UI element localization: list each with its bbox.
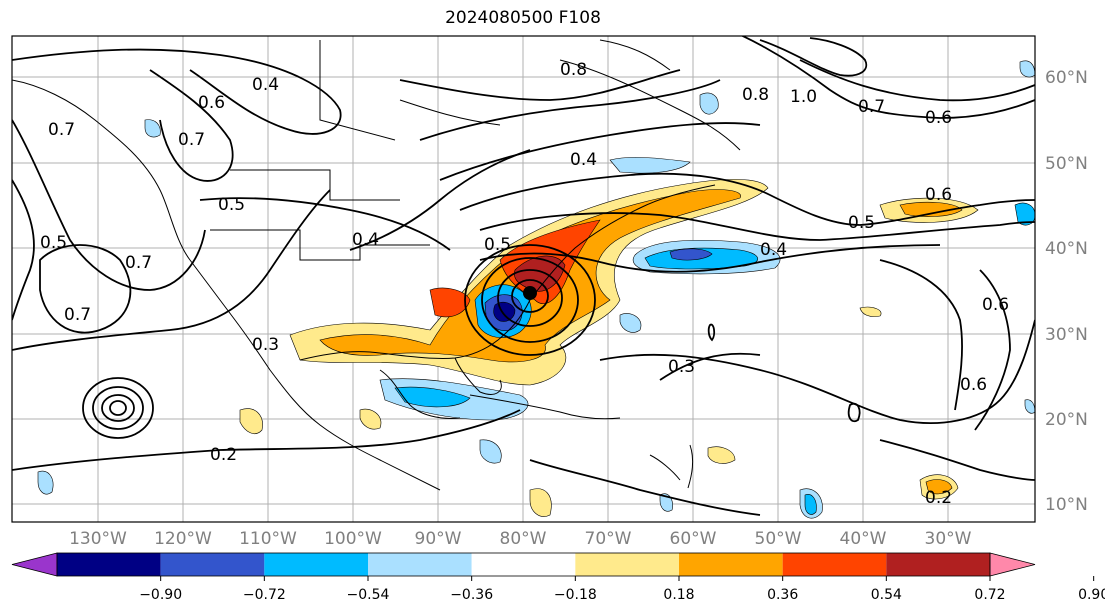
contour-label: 0.5 (848, 213, 875, 233)
colorbar-swatch (782, 553, 887, 576)
colorbar-swatch (471, 553, 576, 576)
contour-label: 0.6 (925, 185, 952, 205)
longitude-label: 70°W (585, 529, 632, 549)
contour-label: 0.6 (925, 108, 952, 128)
contour-label: 0.7 (125, 253, 152, 273)
contour-label: 0.4 (760, 240, 787, 260)
contour-label: 0.5 (484, 235, 511, 255)
filled-anomalies (37, 60, 1035, 519)
colorbar-swatch (160, 553, 265, 576)
map-content (12, 36, 1035, 522)
map-title: 2024080500 F108 (445, 8, 601, 28)
contour-label: 0.6 (982, 295, 1009, 315)
longitude-label: 90°W (415, 529, 462, 549)
longitude-label: 100°W (324, 529, 382, 549)
colorbar-swatch (264, 553, 368, 576)
longitude-label: 60°W (670, 529, 717, 549)
contour-labels: 0.4 0.6 0.7 0.7 0.8 0.8 1.0 0.7 0.6 0.6 … (40, 60, 1009, 508)
colorbar-swatch (57, 553, 161, 576)
colorbar-tick-label: −0.54 (347, 587, 390, 603)
contour-label: 0.7 (64, 305, 91, 325)
contour-label: 0.3 (252, 335, 279, 355)
longitude-label: 120°W (154, 529, 212, 549)
longitude-axis: 130°W 120°W 110°W 100°W 90°W 80°W 70°W 6… (69, 529, 972, 549)
longitude-label: 80°W (500, 529, 547, 549)
contour-label: 0.4 (352, 230, 379, 250)
contour-label: 0.8 (742, 85, 769, 105)
latitude-label: 40°N (1045, 239, 1088, 259)
latitude-label: 60°N (1045, 68, 1088, 88)
contour-label: 0.6 (960, 375, 987, 395)
colorbar-tick-label: 0.36 (767, 587, 798, 603)
contour-label: 0.5 (218, 195, 245, 215)
colorbar-swatch (575, 553, 679, 576)
contour-label: 0.7 (858, 97, 885, 117)
longitude-label: 40°W (840, 529, 887, 549)
latitude-label: 30°N (1045, 325, 1088, 345)
contour-label: 0.6 (198, 93, 225, 113)
storm-center-icon (523, 286, 537, 300)
map-frame (11, 35, 1036, 523)
colorbar-swatch (368, 553, 472, 576)
contour-label: 1.0 (790, 87, 817, 107)
coastlines (12, 39, 741, 491)
contour-label: 0.2 (210, 445, 237, 465)
colorbar: −0.90 −0.72 −0.54 −0.36 −0.18 0.18 0.36 0.54 0.7… (11, 552, 1105, 603)
colorbar-outline (56, 552, 991, 577)
longitude-label: 30°W (925, 529, 972, 549)
colorbar-tick-label: 0.18 (663, 587, 694, 603)
colorbar-tick-label: −0.72 (243, 587, 286, 603)
latitude-label: 20°N (1045, 410, 1088, 430)
colorbar-swatch (886, 553, 990, 576)
contour-label: 0.5 (40, 233, 67, 253)
contour-label: 0.7 (48, 120, 75, 140)
colorbar-tick-label: −0.18 (554, 587, 597, 603)
contour-label: 0.4 (252, 75, 279, 95)
latitude-label: 50°N (1045, 154, 1088, 174)
longitude-label: 110°W (239, 529, 297, 549)
colorbar-swatch (679, 553, 783, 576)
colorbar-tick-label: −0.90 (139, 587, 182, 603)
contour-label: 0.4 (570, 150, 597, 170)
colorbar-min-extension (11, 552, 58, 577)
contour-label: 0.2 (925, 488, 952, 508)
contour-label: 0.8 (560, 60, 587, 80)
longitude-label: 50°W (755, 529, 802, 549)
contour-label: 0.7 (178, 130, 205, 150)
longitude-label: 130°W (69, 529, 127, 549)
colorbar-tick-label: 0.72 (974, 587, 1005, 603)
colorbar-tick-label: −0.36 (450, 587, 493, 603)
latitude-axis: 60°N 50°N 40°N 30°N 20°N 10°N (1045, 68, 1088, 515)
colorbar-tick-label: 0.54 (871, 587, 902, 603)
contour-label: 0.3 (668, 357, 695, 377)
latitude-label: 10°N (1045, 495, 1088, 515)
colorbar-tick-label: 0.90 (1078, 587, 1105, 603)
contour-lines (12, 36, 1035, 516)
colorbar-max-extension (989, 552, 1036, 577)
